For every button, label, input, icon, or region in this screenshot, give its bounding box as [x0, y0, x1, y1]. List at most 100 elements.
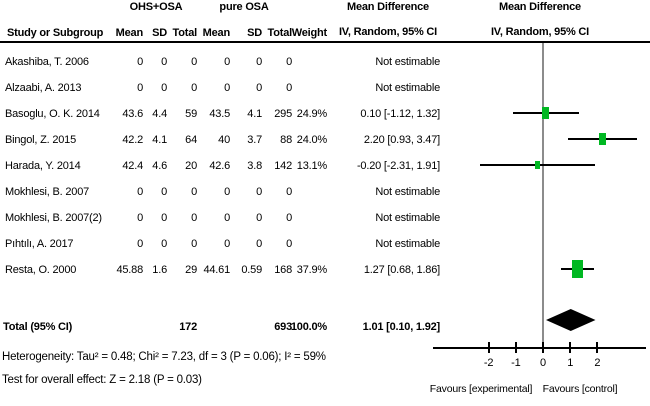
total2-cell: 0: [286, 82, 292, 94]
study-name: Akashiba, T. 2006: [5, 56, 89, 68]
total1-cell: 0: [191, 82, 197, 94]
weight-cell: 24.0%: [296, 134, 327, 146]
study-name: Harada, Y. 2014: [5, 160, 81, 172]
mean2-cell: 0: [224, 56, 230, 68]
sd2-cell: 4.1: [247, 108, 262, 120]
tick-label: -1: [511, 357, 521, 369]
sd2-cell: 3.8: [247, 160, 262, 172]
mean2-cell: 0: [224, 82, 230, 94]
col-mean2: Mean: [202, 27, 231, 39]
ci-text-cell: Not estimable: [375, 212, 440, 224]
effect-square: [572, 259, 583, 279]
mean2-cell: 0: [224, 212, 230, 224]
total1-cell: 64: [185, 134, 197, 146]
total2-cell: 0: [286, 238, 292, 250]
total-diamond: [545, 309, 596, 331]
col-weight: Weight: [291, 27, 327, 39]
ci-text-cell: 0.10 [-1.12, 1.32]: [360, 108, 440, 120]
mean-difference-header-text: Mean Difference: [347, 1, 429, 13]
total-n2: 693: [274, 321, 292, 333]
mean2-cell: 44.61: [203, 264, 230, 276]
col-study-or-subgroup: Study or Subgroup: [7, 27, 104, 39]
col-total1: Total: [172, 27, 198, 39]
zero-effect-line: [542, 43, 544, 348]
sd1-cell: 0: [161, 238, 167, 250]
study-row: Basoglu, O. K. 2014 43.6 4.4 59 43.5 4.1 295 24…: [0, 101, 650, 127]
study-row: Alzaabi, A. 2013 0 0 0 0 0 0 Not estimable: [0, 75, 650, 101]
study-row: Mokhlesi, B. 2007(2) 0 0 0 0 0 0 Not estimable: [0, 205, 650, 231]
heterogeneity-text: Heterogeneity: Tau² = 0.48; Chi² = 7.23,…: [2, 351, 326, 363]
study-name: Basoglu, O. K. 2014: [5, 108, 100, 120]
total2-cell: 168: [274, 264, 292, 276]
ci-text-cell: Not estimable: [375, 82, 440, 94]
study-row: Mokhlesi, B. 2007 0 0 0 0 0 0 Not estimable: [0, 179, 650, 205]
axis-tick: [542, 342, 544, 353]
total-row: Total (95% CI) 172 693 100.0% 1.01 [0.10…: [0, 314, 650, 340]
mean1-cell: 0: [137, 82, 143, 94]
ci-text-cell: Not estimable: [375, 186, 440, 198]
group2-header: pure OSA: [219, 1, 269, 13]
ci-text-cell: -0.20 [-2.31, 1.91]: [356, 160, 440, 172]
col-sd1: SD: [152, 27, 167, 39]
total1-cell: 0: [191, 212, 197, 224]
study-name: Resta, O. 2000: [5, 264, 77, 276]
study-row: Resta, O. 2000 45.88 1.6 29 44.61 0.59 168 37.9…: [0, 257, 650, 283]
sd2-cell: 0: [256, 212, 262, 224]
total2-cell: 0: [286, 56, 292, 68]
mean1-cell: 0: [137, 56, 143, 68]
study-row: Pıhtılı, A. 2017 0 0 0 0 0 0 Not estimable: [0, 231, 650, 257]
total1-cell: 0: [191, 56, 197, 68]
effect-square: [599, 133, 607, 145]
study-name: Pıhtılı, A. 2017: [5, 238, 74, 250]
total1-cell: 29: [185, 264, 197, 276]
weight-cell: 37.9%: [296, 264, 327, 276]
axis-tick: [569, 342, 572, 353]
study-name: Mokhlesi, B. 2007(2): [5, 212, 102, 224]
tick-label: 2: [594, 357, 601, 369]
ci-text-cell: Not estimable: [375, 56, 440, 68]
sd1-cell: 0: [161, 212, 167, 224]
mean1-cell: 43.6: [122, 108, 143, 120]
mean1-cell: 45.88: [116, 264, 143, 276]
group1-header: OHS+OSA: [129, 1, 183, 13]
mean2-cell: 42.6: [209, 160, 230, 172]
ci-method-header-text: IV, Random, 95% CI: [338, 26, 438, 38]
favours-right-label: Favours [control]: [542, 383, 618, 395]
axis-tick: [514, 342, 517, 353]
sd1-cell: 0: [161, 186, 167, 198]
study-row: Harada, Y. 2014 42.4 4.6 20 42.6 3.8 142 13.1% -…: [0, 153, 650, 179]
col-mean1: Mean: [115, 27, 144, 39]
x-axis-line: [433, 347, 646, 349]
effect-square: [535, 161, 540, 169]
axis-tick: [596, 342, 599, 353]
favours-left-label: Favours [experimental]: [429, 383, 533, 395]
total2-cell: 295: [274, 108, 292, 120]
study-row: Akashiba, T. 2006 0 0 0 0 0 0 Not estimable: [0, 49, 650, 75]
overall-effect-text: Test for overall effect: Z = 2.18 (P = 0…: [2, 374, 202, 386]
col-sd2: SD: [247, 27, 262, 39]
mean-difference-header-plot: Mean Difference: [499, 1, 581, 13]
sd1-cell: 1.6: [152, 264, 167, 276]
sd2-cell: 0: [256, 56, 262, 68]
mean1-cell: 0: [137, 238, 143, 250]
total2-cell: 0: [286, 212, 292, 224]
ci-text-cell: Not estimable: [375, 238, 440, 250]
total1-cell: 0: [191, 238, 197, 250]
weight-cell: 13.1%: [296, 160, 327, 172]
sd2-cell: 0: [256, 238, 262, 250]
mean1-cell: 0: [137, 212, 143, 224]
mean2-cell: 0: [224, 186, 230, 198]
sd1-cell: 0: [161, 56, 167, 68]
header-underline: [0, 41, 650, 43]
mean1-cell: 42.4: [122, 160, 143, 172]
study-name: Alzaabi, A. 2013: [5, 82, 82, 94]
study-name: Bingol, Z. 2015: [5, 134, 76, 146]
column-header-row: Study or Subgroup Mean SD Total Mean SD …: [0, 25, 650, 41]
mean1-cell: 0: [137, 186, 143, 198]
effect-square: [542, 106, 550, 120]
total2-cell: 0: [286, 186, 292, 198]
mean2-cell: 40: [218, 134, 230, 146]
tick-label: 0: [540, 357, 546, 369]
sd1-cell: 4.6: [152, 160, 167, 172]
